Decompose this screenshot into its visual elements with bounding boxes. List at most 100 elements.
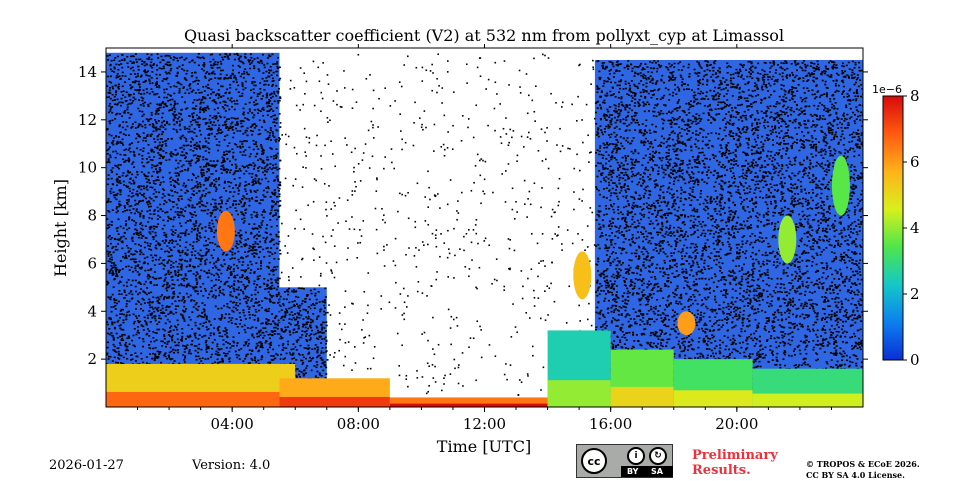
noise-dot	[298, 304, 301, 307]
noise-dot	[240, 347, 243, 350]
noise-dot	[261, 108, 264, 111]
noise-dot	[168, 242, 171, 244]
noise-dot	[123, 257, 126, 259]
noise-dot	[210, 353, 213, 356]
noise-dot	[214, 243, 217, 246]
noise-dot	[153, 340, 156, 343]
noise-dot	[317, 331, 320, 334]
noise-dot	[232, 156, 235, 159]
noise-dot	[241, 143, 244, 145]
noise-dot	[229, 347, 232, 349]
noise-dot	[121, 241, 124, 244]
noise-dot	[251, 350, 254, 353]
noise-dot	[140, 288, 143, 290]
noise-dot	[165, 78, 168, 81]
noise-dot	[201, 311, 204, 314]
noise-dot	[247, 59, 250, 61]
noise-dot	[166, 61, 169, 64]
noise-dot	[267, 291, 270, 293]
noise-dot	[195, 145, 198, 148]
noise-dot	[180, 189, 183, 191]
noise-dot	[163, 337, 166, 340]
noise-dot	[253, 319, 256, 321]
noise-dot	[234, 304, 237, 306]
noise-dot	[294, 318, 297, 321]
noise-dot	[132, 93, 135, 95]
noise-dot	[117, 85, 120, 88]
noise-dot	[264, 241, 267, 244]
noise-dot	[204, 179, 207, 181]
noise-dot	[244, 68, 247, 70]
noise-dot	[148, 196, 151, 199]
noise-dot	[306, 294, 309, 296]
noise-dot	[233, 275, 236, 277]
noise-dot	[269, 105, 272, 108]
noise-dot	[216, 93, 219, 95]
noise-dot	[254, 359, 257, 362]
noise-dot	[275, 84, 278, 87]
noise-dot	[142, 290, 145, 292]
noise-dot	[114, 268, 117, 271]
noise-dot	[238, 234, 241, 237]
noise-dot	[223, 293, 226, 296]
noise-dot	[301, 359, 304, 362]
noise-dot	[200, 99, 203, 102]
noise-dot	[296, 316, 299, 319]
noise-dot	[175, 311, 178, 314]
noise-dot	[158, 170, 161, 173]
noise-dot	[243, 277, 246, 280]
noise-dot	[167, 331, 170, 334]
noise-dot	[169, 63, 172, 66]
noise-dot	[155, 240, 158, 243]
noise-dot	[235, 242, 238, 245]
noise-dot	[776, 113, 779, 116]
noise-dot	[154, 244, 157, 247]
noise-dot	[219, 53, 222, 56]
noise-dot	[146, 74, 149, 77]
noise-dot	[208, 118, 211, 121]
noise-dot	[170, 325, 173, 328]
noise-dot	[110, 306, 113, 308]
noise-dot	[303, 347, 306, 349]
noise-dot	[263, 66, 266, 69]
noise-dot	[243, 140, 246, 142]
noise-dot	[282, 319, 285, 321]
noise-dot	[129, 359, 132, 361]
noise-dot	[150, 197, 153, 200]
noise-dot	[174, 305, 177, 308]
noise-dot	[176, 181, 179, 184]
noise-dot	[112, 150, 115, 153]
noise-dot	[120, 91, 123, 93]
noise-dot	[299, 287, 302, 290]
noise-dot	[222, 159, 225, 162]
noise-dot	[219, 319, 222, 321]
noise-dot	[252, 77, 255, 79]
noise-dot	[133, 220, 136, 222]
noise-dot	[145, 362, 148, 364]
noise-dot	[287, 290, 290, 293]
noise-dot	[185, 140, 188, 143]
noise-dot	[267, 138, 270, 141]
noise-dot	[174, 172, 177, 174]
noise-dot	[257, 350, 260, 353]
noise-dot	[263, 211, 266, 213]
noise-dot	[214, 305, 217, 308]
noise-dot	[162, 298, 165, 301]
noise-dot	[123, 231, 126, 234]
noise-dot	[189, 196, 192, 199]
noise-dot	[179, 239, 182, 241]
noise-dot	[194, 154, 197, 156]
noise-dot	[209, 64, 212, 67]
noise-dot	[156, 328, 159, 331]
noise-dot	[276, 209, 279, 211]
noise-dot	[170, 264, 173, 266]
noise-dot	[160, 155, 163, 158]
noise-dot	[266, 94, 269, 97]
noise-dot	[108, 89, 111, 91]
noise-dot	[221, 292, 224, 295]
noise-dot	[260, 143, 263, 146]
noise-dot	[129, 102, 132, 105]
noise-dot	[180, 195, 183, 198]
noise-dot	[263, 83, 266, 86]
noise-dot	[128, 78, 131, 80]
